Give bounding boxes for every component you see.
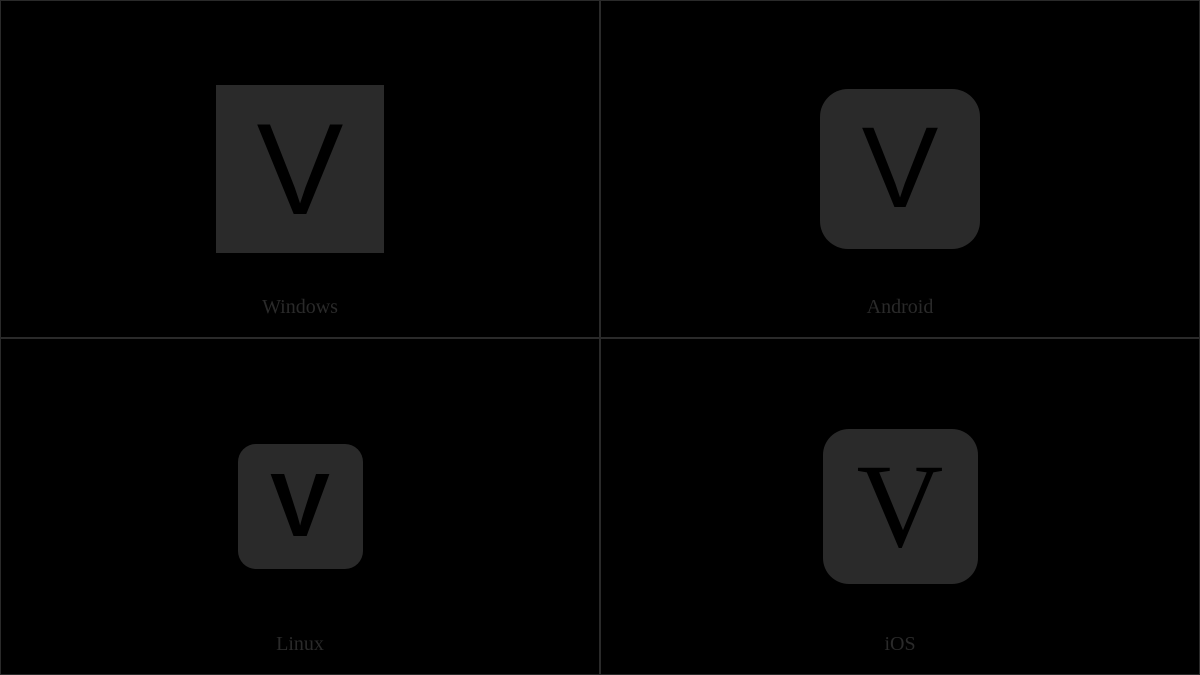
platform-cell-linux: V Linux (0, 338, 600, 675)
platform-cell-windows: V Windows (0, 0, 600, 338)
glyph-container: V (601, 339, 1199, 675)
glyph-letter: V (257, 104, 344, 234)
glyph-box-ios: V (823, 429, 978, 584)
glyph-container: V (1, 1, 599, 337)
platform-label: Windows (262, 296, 338, 319)
glyph-letter: V (857, 446, 944, 566)
platform-cell-android: V Android (600, 0, 1200, 338)
glyph-container: V (1, 339, 599, 675)
glyph-box-windows: V (216, 85, 384, 253)
glyph-letter: V (270, 461, 330, 551)
platform-label: Android (867, 296, 934, 319)
platform-cell-ios: V iOS (600, 338, 1200, 675)
glyph-letter: V (862, 111, 939, 226)
glyph-box-android: V (820, 89, 980, 249)
platform-label: iOS (884, 633, 915, 656)
glyph-box-linux: V (238, 444, 363, 569)
platform-label: Linux (276, 633, 324, 656)
glyph-container: V (601, 1, 1199, 337)
